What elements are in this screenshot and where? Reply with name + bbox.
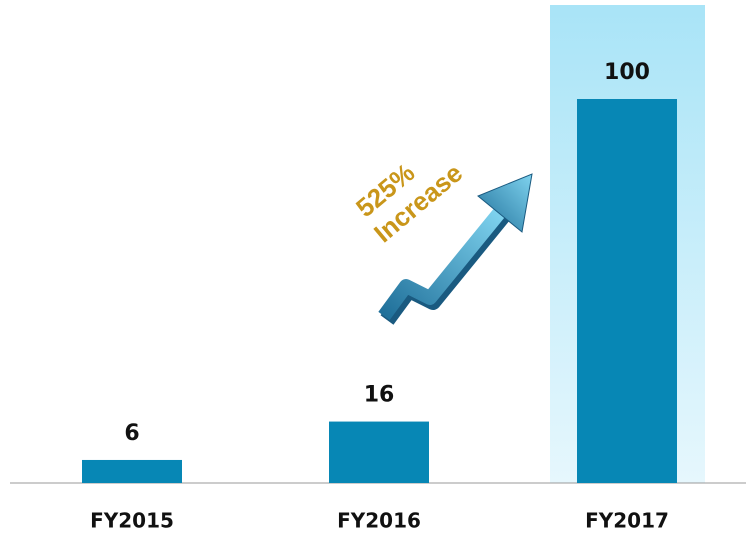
value-label: 6 xyxy=(124,421,139,446)
bar xyxy=(82,459,182,483)
arrow xyxy=(378,173,533,325)
bar xyxy=(329,421,429,483)
x-tick-label: FY2017 xyxy=(585,509,669,533)
x-tick-label: FY2016 xyxy=(337,509,421,533)
value-label: 100 xyxy=(604,60,650,85)
value-label: 16 xyxy=(364,383,395,408)
bar xyxy=(577,99,677,483)
x-tick-label: FY2015 xyxy=(90,509,174,533)
